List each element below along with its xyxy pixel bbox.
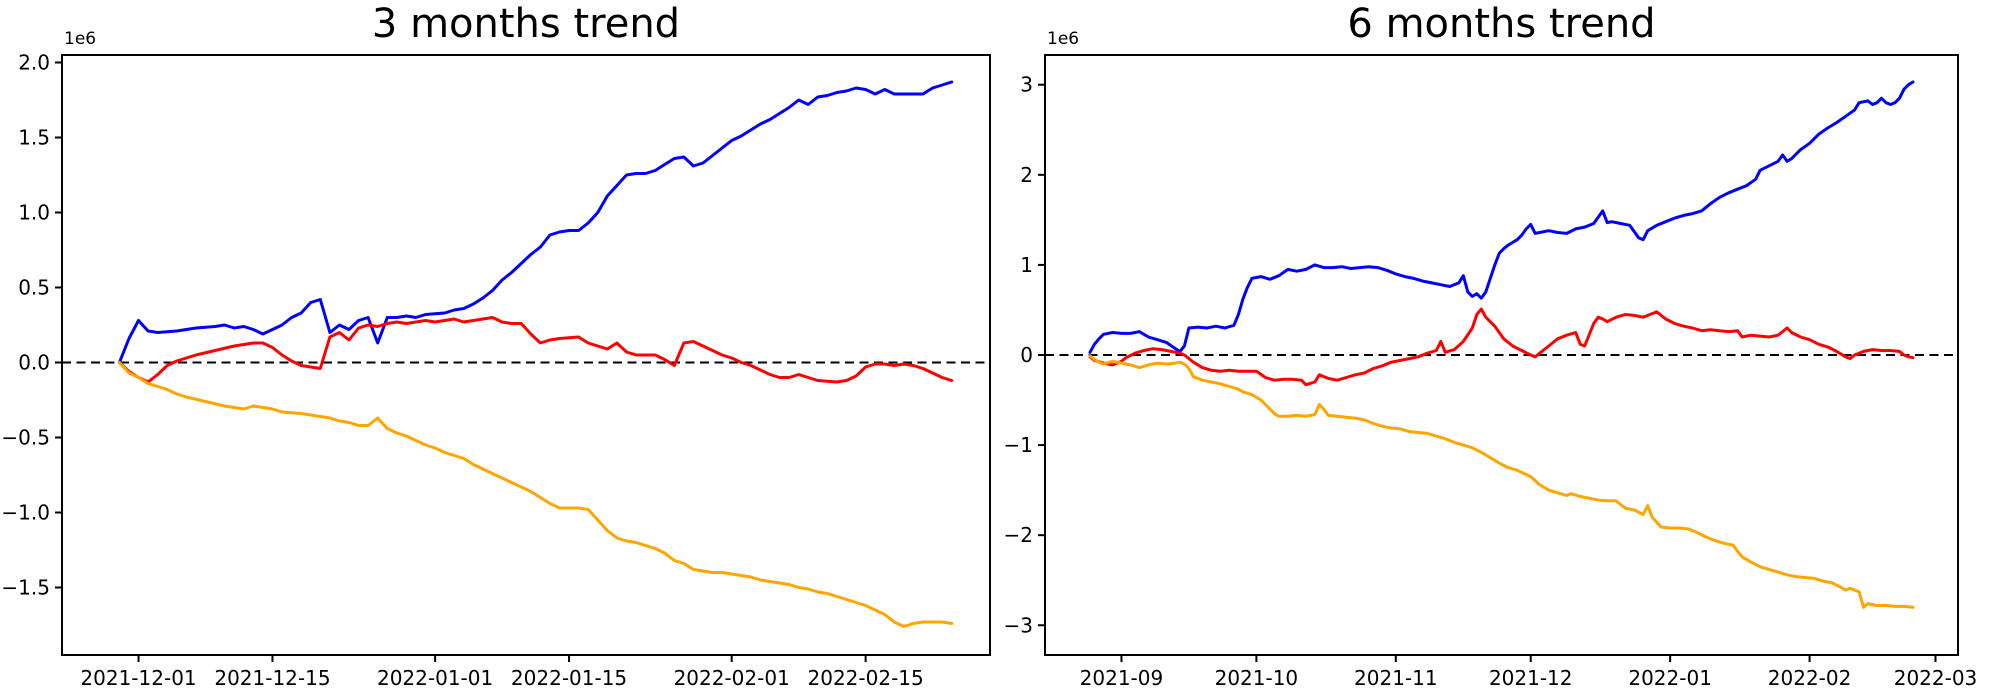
series-line-red [117, 316, 954, 384]
series-line-orange [1088, 354, 1915, 609]
y-tick-label: 2.0 [18, 51, 50, 75]
x-tick-label: 2022-01-15 [511, 666, 627, 690]
x-tick-label: 2021-09 [1080, 666, 1164, 690]
x-tick-label: 2021-10 [1215, 666, 1299, 690]
chart-area-6-months: 2021-09 2021-10 2021-11 2021-12 2022-01 2022-… [1004, 54, 1978, 690]
y-tick-label: 2 [1020, 163, 1033, 187]
x-tick-label: 2021-12 [1489, 666, 1573, 690]
x-tick-label: 2021-12-01 [80, 666, 196, 690]
x-tick-label: 2022-01-01 [377, 666, 493, 690]
y-tick-label: 0.5 [18, 276, 50, 300]
series-line-red [1088, 307, 1915, 387]
chart-title-6-months: 6 months trend [1347, 1, 1656, 47]
axes-frame [1044, 54, 1959, 656]
x-tick-label: 2021-12-15 [214, 666, 330, 690]
y-axis-offset-label-left: 1e6 [64, 29, 97, 49]
y-tick-label: −2 [1004, 523, 1033, 547]
x-tick-label: 2022-01 [1628, 666, 1712, 690]
x-tick-label: 2022-02-15 [808, 666, 924, 690]
y-tick-label: −1 [1004, 433, 1033, 457]
y-tick-label: −1.5 [1, 576, 50, 600]
series-line-blue [117, 80, 954, 364]
y-tick-label: −1.0 [1, 501, 50, 525]
chart-title-3-months: 3 months trend [371, 1, 681, 47]
y-tick-label: 1 [1020, 253, 1033, 277]
chart-area-3-months: 2021-12-01 2021-12-15 2022-01-01 2022-01-15… [1, 51, 991, 690]
x-tick-label: 2021-11 [1354, 666, 1438, 690]
y-tick-label: 1.5 [18, 126, 50, 150]
y-tick-label: −3 [1004, 613, 1033, 637]
x-tick-label: 2022-02 [1768, 666, 1852, 690]
y-tick-label: 0.0 [18, 351, 50, 375]
series-line-orange [117, 361, 954, 628]
y-tick-label: 3 [1020, 73, 1033, 97]
y-tick-label: −0.5 [1, 426, 50, 450]
y-tick-label: 1.0 [18, 201, 50, 225]
series-line-blue [1088, 80, 1915, 354]
y-axis-offset-label-right: 1e6 [1047, 29, 1080, 49]
y-tick-label: 0 [1020, 343, 1033, 367]
axes-frame [61, 54, 991, 656]
x-tick-label: 2022-03 [1894, 666, 1978, 690]
x-tick-label: 2022-02-01 [674, 666, 790, 690]
